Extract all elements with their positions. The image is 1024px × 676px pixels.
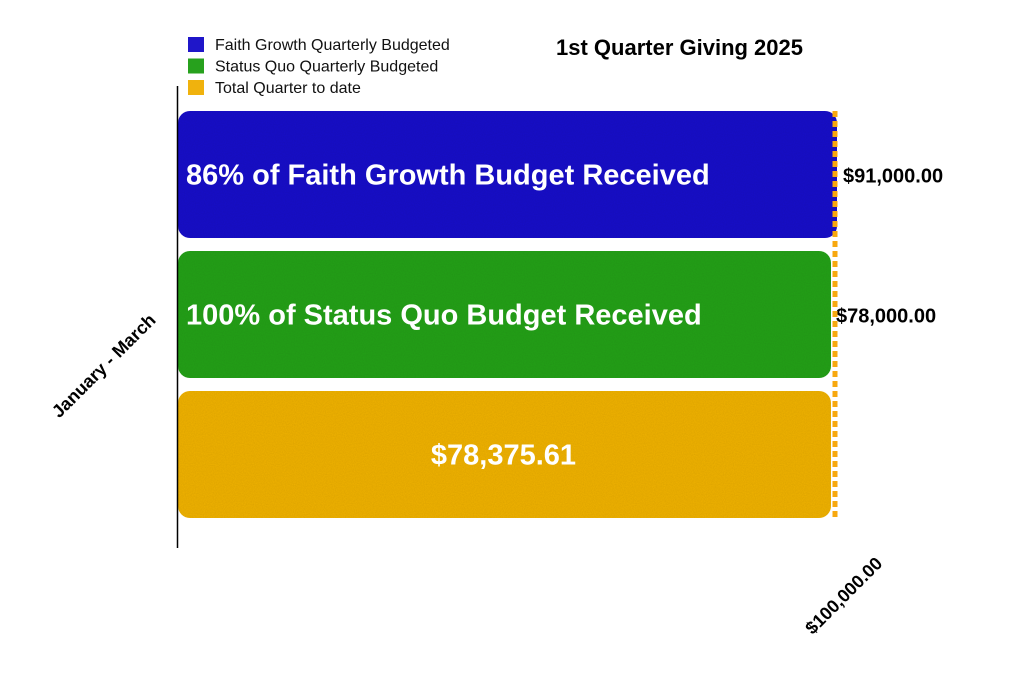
bar-3 xyxy=(178,391,831,518)
labels-layer: 86% of Faith Growth Budget Received $91,0… xyxy=(186,111,943,520)
bar-label-2: 100% of Status Quo Budget Received xyxy=(186,300,702,332)
legend: Faith Growth Quarterly Budgeted Status Qu… xyxy=(188,37,450,97)
legend-label-1: Faith Growth Quarterly Budgeted xyxy=(215,37,450,54)
bars-layer xyxy=(178,111,837,518)
legend-swatch-3 xyxy=(188,80,204,95)
legend-label-2: Status Quo Quarterly Budgeted xyxy=(215,59,438,76)
chart-title: 1st Quarter Giving 2025 xyxy=(556,35,803,60)
value-label-1: $91,000.00 xyxy=(843,166,943,188)
legend-label-3: Total Quarter to date xyxy=(215,80,361,97)
bar-label-1: 86% of Faith Growth Budget Received xyxy=(186,160,710,192)
legend-swatch-1 xyxy=(188,37,204,52)
y-axis-label: January - March xyxy=(48,310,160,422)
bar-2 xyxy=(178,251,831,378)
legend-swatch-2 xyxy=(188,58,204,74)
bar-1 xyxy=(178,111,837,238)
bar-label-3: $78,375.61 xyxy=(431,440,576,472)
value-label-2: $78,000.00 xyxy=(836,306,936,328)
x-axis-tick-label: $100,000.00 xyxy=(801,553,886,638)
